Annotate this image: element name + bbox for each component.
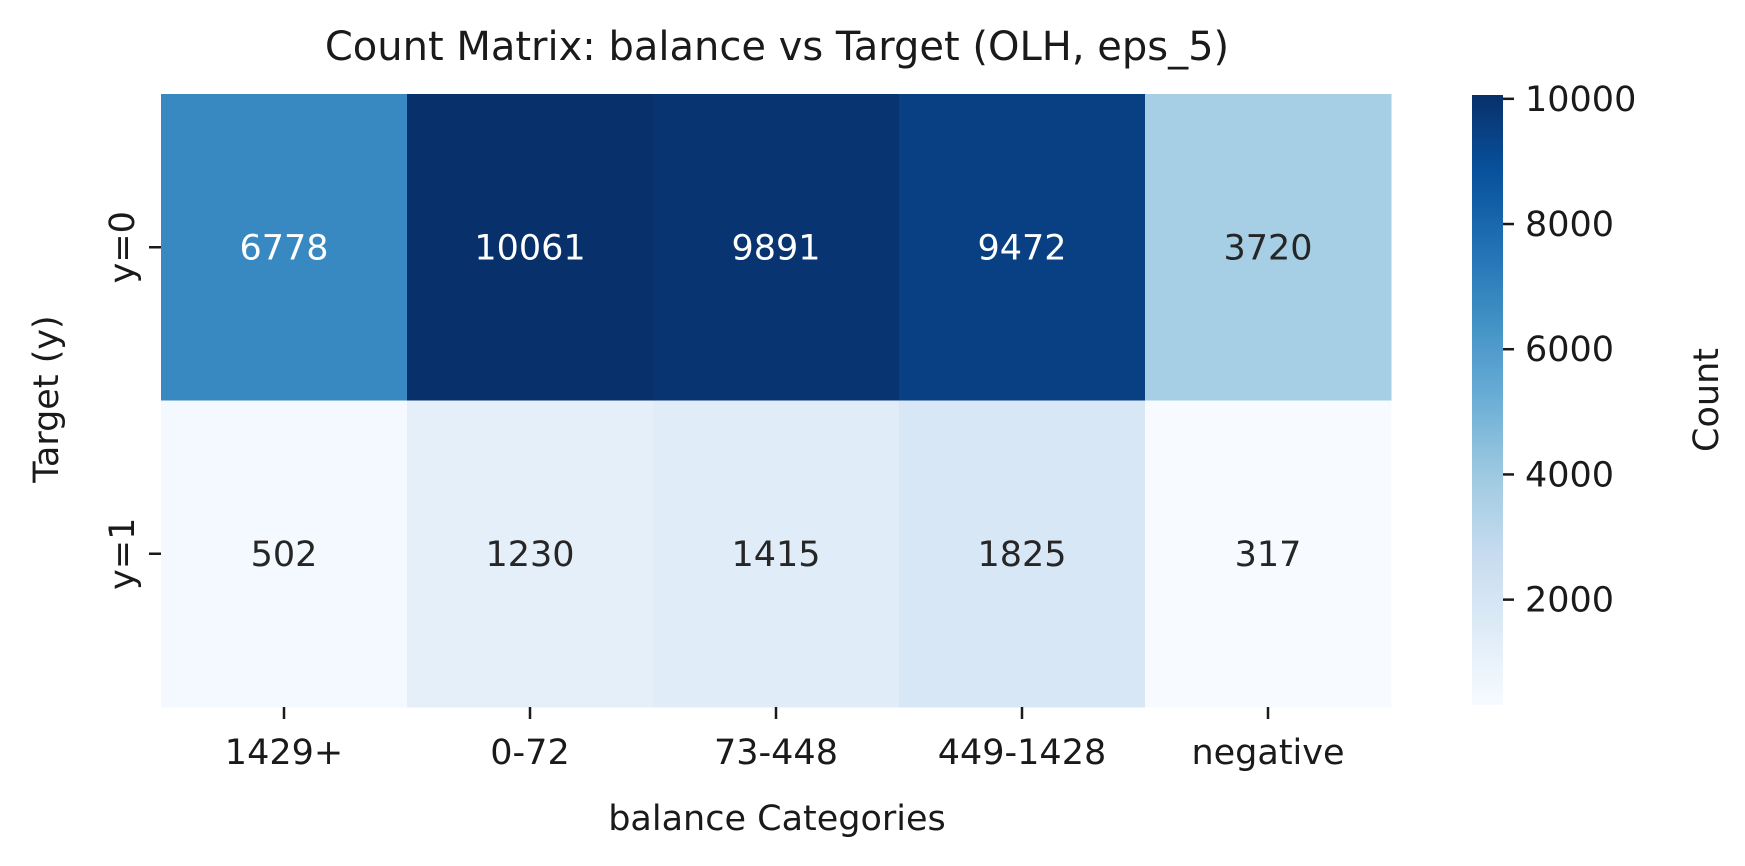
heatmap-cell <box>653 400 900 708</box>
x-tick-label: 1429+ <box>225 733 343 773</box>
cell-value-label: 3720 <box>1223 228 1312 268</box>
y-axis-label: Target (y) <box>27 315 67 483</box>
colorbar-ticks: 2000 4000 6000 8000 10000 <box>1503 80 1636 621</box>
x-axis: 1429+ 0-72 73-448 449-1428 negative <box>225 707 1345 773</box>
heatmap-cells <box>161 94 1392 708</box>
cell-value-label: 9891 <box>731 228 820 268</box>
colorbar-gradient <box>1472 95 1503 705</box>
heatmap-cell <box>161 94 408 401</box>
chart-title: Count Matrix: balance vs Target (OLH, ep… <box>325 24 1229 70</box>
cell-value-label: 502 <box>251 535 318 575</box>
colorbar-tick-label: 8000 <box>1525 205 1614 245</box>
cell-value-label: 1230 <box>485 535 574 575</box>
y-axis: y=0 y=1 <box>103 211 161 590</box>
colorbar-label: Count <box>1687 348 1727 452</box>
y-tick-label: y=0 <box>103 211 143 283</box>
x-tick-label: 73-448 <box>714 733 838 773</box>
heatmap-cell <box>899 94 1146 401</box>
cell-value-label: 317 <box>1235 535 1302 575</box>
heatmap-cell-labels: 6778 10061 9891 9472 3720 502 1230 1415 1825 317 <box>239 228 1312 575</box>
y-tick-label: y=1 <box>103 518 143 590</box>
cell-value-label: 1825 <box>977 535 1066 575</box>
colorbar-tick-label: 4000 <box>1525 455 1614 495</box>
colorbar-tick-label: 2000 <box>1525 581 1614 621</box>
colorbar-tick-label: 6000 <box>1525 330 1614 370</box>
heatmap-cell <box>899 400 1146 708</box>
heatmap-cell <box>407 400 654 708</box>
x-tick-label: negative <box>1191 733 1344 773</box>
heatmap-cell <box>407 94 654 401</box>
cell-value-label: 6778 <box>239 228 328 268</box>
x-tick-label: 449-1428 <box>938 733 1107 773</box>
colorbar-tick-label: 10000 <box>1525 80 1636 120</box>
colorbar: 2000 4000 6000 8000 10000 Count <box>1472 80 1727 705</box>
heatmap-cell <box>1145 400 1392 708</box>
cell-value-label: 10061 <box>474 228 585 268</box>
cell-value-label: 9472 <box>977 228 1066 268</box>
cell-value-label: 1415 <box>731 535 820 575</box>
x-axis-label: balance Categories <box>608 799 946 839</box>
heatmap-cell <box>653 94 900 401</box>
heatmap-cell <box>161 400 408 708</box>
heatmap-cell <box>1145 94 1392 401</box>
x-tick-label: 0-72 <box>490 733 569 773</box>
